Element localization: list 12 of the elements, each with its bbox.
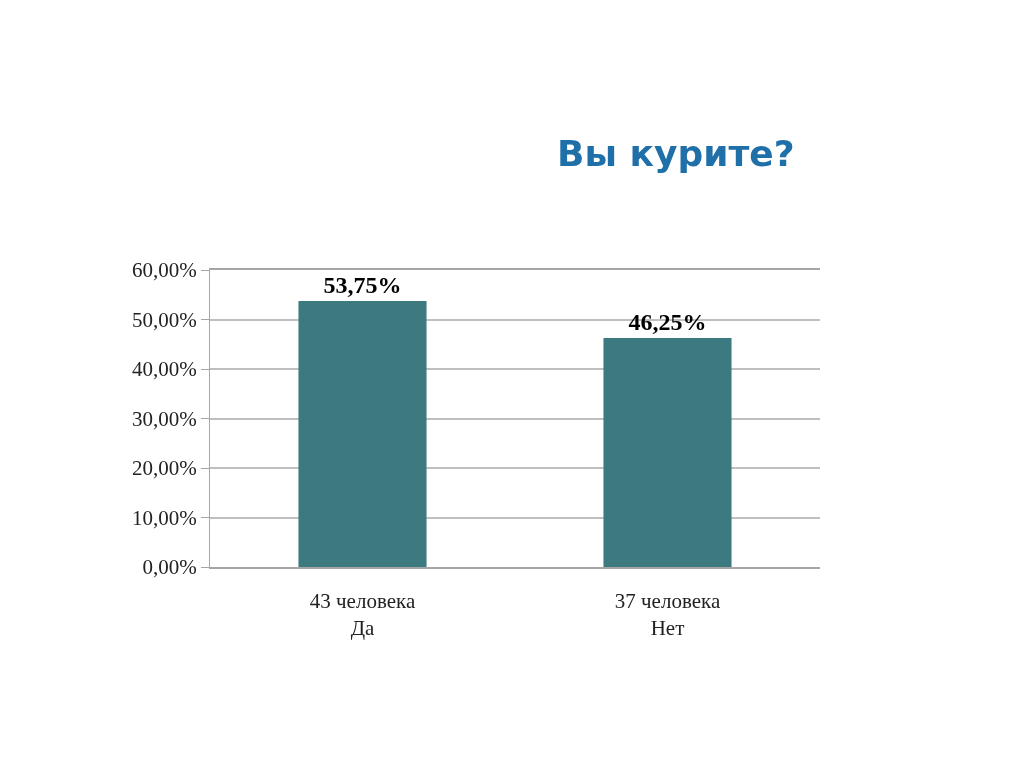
- y-tick-label: 20,00%: [132, 456, 197, 481]
- y-tick-label: 60,00%: [132, 258, 197, 283]
- y-tick-label: 30,00%: [132, 406, 197, 431]
- y-tick-label: 50,00%: [132, 307, 197, 332]
- chart-title: Вы курите?: [557, 133, 795, 174]
- data-label: 53,75%: [323, 271, 402, 298]
- y-tick-label: 40,00%: [132, 357, 197, 382]
- x-tick-label: 37 человека Нет: [614, 588, 721, 641]
- data-label: 46,25%: [628, 309, 707, 336]
- y-tick-label: 0,00%: [142, 555, 197, 580]
- y-tick-label: 10,00%: [132, 505, 197, 530]
- x-tick-label: 43 человека Да: [309, 588, 416, 641]
